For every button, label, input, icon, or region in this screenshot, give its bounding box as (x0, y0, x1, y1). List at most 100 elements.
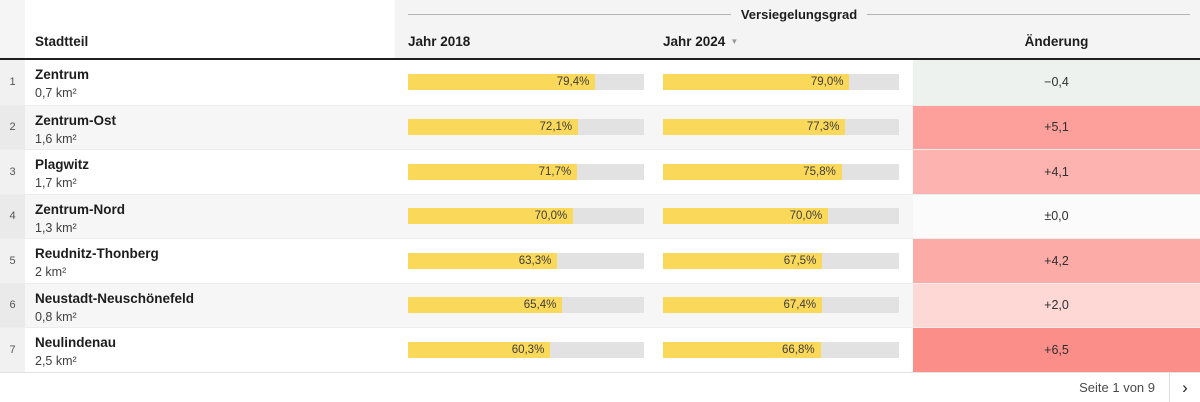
change-cell: +4,2 (913, 239, 1200, 283)
stadtteil-cell: Reudnitz-Thonberg 2 km² (25, 239, 395, 283)
bar-2018-value: 71,7% (538, 165, 572, 178)
bar-2024-value: 75,8% (803, 165, 836, 178)
table-header: Stadtteil Versiegelungsgrad Jahr 2018 Ja… (0, 0, 1200, 60)
bar-2024-cell: 77,3% (650, 106, 913, 150)
change-cell: ±0,0 (913, 194, 1200, 238)
bar-2018-track: 71,7% (408, 163, 644, 180)
bar-2024-fill: 67,4% (663, 297, 823, 314)
header-left: Stadtteil (0, 0, 395, 58)
sort-desc-icon: ▼ (730, 37, 739, 46)
bar-2024-cell: 79,0% (650, 60, 913, 105)
stadtteil-cell: Zentrum 0,7 km² (25, 60, 395, 105)
pagination-label: Seite 1 von 9 (1079, 379, 1155, 395)
row-number: 2 (0, 105, 25, 149)
bar-2018-track: 72,1% (408, 119, 644, 136)
chevron-right-icon: › (1182, 377, 1188, 397)
column-header-jahr-2018-label: Jahr 2018 (408, 34, 471, 49)
bar-2024-cell: 70,0% (650, 195, 913, 239)
stadtteil-cell: Zentrum-Nord 1,3 km² (25, 195, 395, 239)
stadtteil-name: Neustadt-Neuschönefeld (35, 290, 195, 306)
table-row: 5 Reudnitz-Thonberg 2 km² 63,3% 67,5% (0, 238, 1200, 283)
bar-2018-cell: 60,3% (395, 328, 650, 372)
bar-2024-fill: 67,5% (663, 252, 823, 269)
stadtteil-area: 0,7 km² (35, 86, 77, 100)
bar-2024-value: 67,5% (783, 254, 817, 267)
bar-2018-fill: 65,4% (408, 297, 563, 314)
stadtteil-name: Zentrum (35, 67, 89, 82)
pagination-bar: Seite 1 von 9 › (0, 371, 1200, 402)
stadtteil-name: Reudnitz-Thonberg (35, 246, 159, 261)
bar-2024-fill: 70,0% (663, 208, 829, 225)
bar-2024-track: 79,0% (663, 74, 899, 91)
row-number: 4 (0, 194, 25, 238)
group-header: Versiegelungsgrad (395, 0, 1200, 22)
table-body: 1 Zentrum 0,7 km² 79,4% 79,0% −0 (0, 60, 1200, 372)
bar-2024-track: 77,3% (663, 119, 899, 136)
row-number: 5 (0, 239, 25, 283)
stadtteil-cell: Neulindenau 2,5 km² (25, 328, 395, 372)
bar-2018-fill: 70,0% (408, 208, 574, 225)
bar-2018-value: 70,0% (534, 210, 568, 223)
bar-2024-track: 67,4% (663, 297, 899, 314)
bar-2024-cell: 75,8% (650, 150, 913, 194)
table-row: 4 Zentrum-Nord 1,3 km² 70,0% 70,0% (0, 193, 1200, 239)
stadtteil-area: 1,6 km² (35, 131, 77, 146)
bar-2024-value: 77,3% (806, 121, 840, 134)
bar-2018-cell: 79,4% (395, 60, 650, 105)
bar-2018-cell: 70,0% (395, 195, 650, 239)
stadtteil-area: 1,7 km² (35, 176, 77, 190)
table-row: 2 Zentrum-Ost 1,6 km² 72,1% 77,3% (0, 104, 1200, 150)
bar-2018-value: 63,3% (518, 254, 552, 267)
row-number: 1 (0, 60, 25, 105)
row-number: 7 (0, 328, 25, 372)
bar-2018-track: 70,0% (408, 208, 644, 225)
bar-2024-value: 79,0% (810, 76, 844, 89)
column-header-stadtteil[interactable]: Stadtteil (25, 0, 395, 58)
header-right: Versiegelungsgrad Jahr 2018 Jahr 2024 ▼ Ä… (395, 0, 1200, 58)
group-header-rule-left (408, 14, 731, 15)
bar-2018-cell: 71,7% (395, 150, 650, 194)
column-header-aenderung-label: Änderung (1024, 34, 1089, 49)
bar-2024-track: 67,5% (663, 252, 899, 269)
bar-2018-track: 79,4% (408, 74, 644, 91)
column-header-jahr-2024[interactable]: Jahr 2024 ▼ (650, 34, 913, 49)
column-header-stadtteil-label: Stadtteil (35, 34, 89, 49)
stadtteil-area: 1,3 km² (35, 220, 77, 235)
row-number: 3 (0, 150, 25, 194)
stadtteil-area: 2 km² (35, 265, 67, 279)
bar-2018-cell: 63,3% (395, 239, 650, 283)
next-page-button[interactable]: › (1169, 372, 1200, 402)
stadtteil-name: Plagwitz (35, 157, 90, 172)
stadtteil-cell: Zentrum-Ost 1,6 km² (25, 106, 395, 150)
bar-2024-fill: 66,8% (663, 341, 821, 358)
stadtteil-name: Zentrum-Nord (35, 201, 125, 217)
bar-2018-track: 65,4% (408, 297, 644, 314)
bar-2018-value: 65,4% (523, 299, 557, 312)
bar-2024-cell: 67,4% (650, 284, 913, 328)
bar-2018-cell: 65,4% (395, 284, 650, 328)
bar-2024-track: 66,8% (663, 341, 899, 358)
group-header-label: Versiegelungsgrad (740, 7, 858, 22)
bar-2018-track: 63,3% (408, 252, 644, 269)
stadtteil-area: 0,8 km² (35, 309, 77, 324)
stadtteil-name: Neulindenau (35, 335, 117, 350)
change-cell: +4,1 (913, 150, 1200, 194)
bar-2024-fill: 79,0% (663, 74, 850, 91)
group-header-rule-right (867, 14, 1191, 15)
bar-2024-track: 75,8% (663, 163, 899, 180)
bar-2024-track: 70,0% (663, 208, 899, 225)
bar-2018-fill: 79,4% (408, 74, 596, 91)
table-row: 7 Neulindenau 2,5 km² 60,3% 66,8% (0, 327, 1200, 372)
stadtteil-area: 2,5 km² (35, 354, 77, 368)
bar-2024-value: 66,8% (782, 343, 815, 356)
column-header-aenderung[interactable]: Änderung (913, 34, 1200, 49)
bar-2024-fill: 75,8% (663, 163, 842, 180)
bar-2018-value: 72,1% (539, 121, 573, 134)
bar-2018-value: 60,3% (511, 343, 545, 356)
bar-2024-fill: 77,3% (663, 119, 846, 136)
column-header-jahr-2018[interactable]: Jahr 2018 (395, 34, 650, 49)
bar-2018-value: 79,4% (556, 76, 590, 89)
change-cell: +2,0 (913, 283, 1200, 327)
table-row: 6 Neustadt-Neuschönefeld 0,8 km² 65,4% 6… (0, 282, 1200, 328)
